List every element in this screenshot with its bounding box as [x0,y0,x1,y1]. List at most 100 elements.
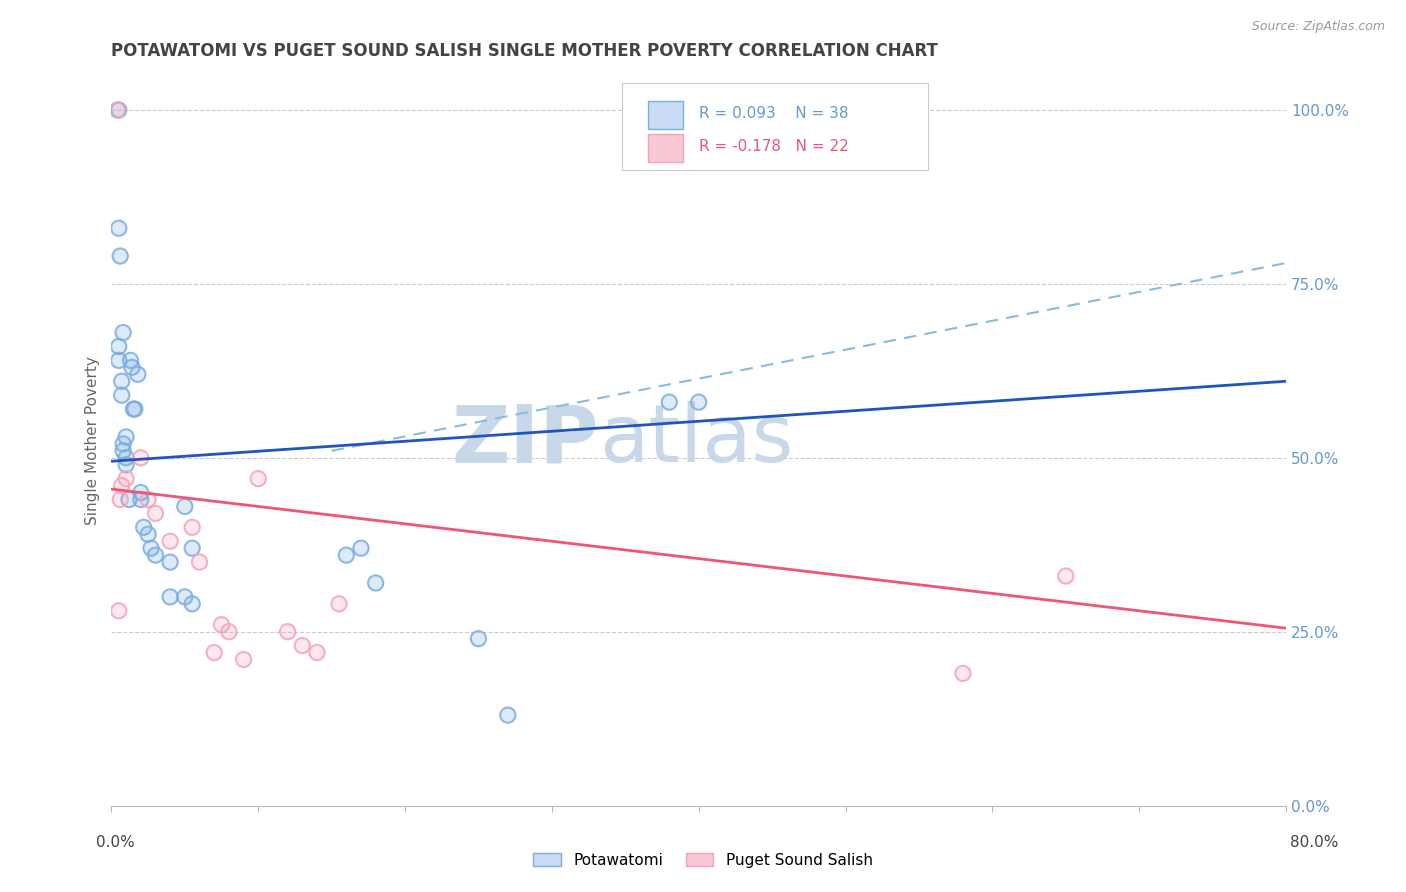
Point [159,534,181,549]
Point [129,485,152,500]
Point [115,472,138,486]
Point [107,103,129,117]
Point [181,541,204,556]
Point [159,534,181,549]
Point [115,450,138,465]
Point [952,666,974,681]
Point [136,527,159,541]
Text: 80.0%: 80.0% [1291,835,1339,849]
Point [181,597,204,611]
Point [658,395,681,409]
Point [173,590,195,604]
Point [118,492,141,507]
Point [124,402,146,417]
Point [111,388,134,402]
Point [173,500,195,514]
Legend: Potawatomi, Puget Sound Salish: Potawatomi, Puget Sound Salish [526,845,880,875]
Text: POTAWATOMI VS PUGET SOUND SALISH SINGLE MOTHER POVERTY CORRELATION CHART: POTAWATOMI VS PUGET SOUND SALISH SINGLE … [111,42,938,60]
Point [277,624,299,639]
Point [181,597,204,611]
Point [111,388,134,402]
Point [129,450,152,465]
Point [145,507,167,521]
Point [364,576,387,591]
Point [188,555,211,569]
Point [328,597,350,611]
Point [122,402,145,417]
Point [136,527,159,541]
Point [211,617,233,632]
Point [136,492,159,507]
Point [232,652,254,666]
Point [112,437,135,451]
Point [105,103,128,117]
Point [107,103,129,117]
Point [159,555,181,569]
Point [112,437,135,451]
Point [118,492,141,507]
Point [1054,569,1077,583]
Point [173,500,195,514]
Point [110,492,132,507]
Point [107,604,129,618]
Point [136,492,159,507]
Point [112,443,135,458]
Point [291,639,314,653]
Point [124,402,146,417]
Text: ZIP: ZIP [451,401,599,479]
Point [115,430,138,444]
Point [335,548,357,562]
Point [211,617,233,632]
Point [247,472,270,486]
Point [1054,569,1077,583]
Point [305,646,328,660]
Point [115,458,138,472]
FancyBboxPatch shape [648,135,683,162]
Point [112,326,135,340]
Point [350,541,373,556]
Point [145,507,167,521]
Point [110,249,132,263]
Point [111,478,134,492]
Text: Source: ZipAtlas.com: Source: ZipAtlas.com [1251,20,1385,33]
Point [127,368,149,382]
Point [115,472,138,486]
Point [328,597,350,611]
Point [110,249,132,263]
Point [110,492,132,507]
Point [129,485,152,500]
Text: R = 0.093    N = 38: R = 0.093 N = 38 [699,106,848,121]
Y-axis label: Single Mother Poverty: Single Mother Poverty [86,356,100,524]
FancyBboxPatch shape [623,82,928,170]
Point [335,548,357,562]
Point [658,395,681,409]
Point [129,450,152,465]
Point [107,339,129,353]
Point [115,430,138,444]
Point [120,353,142,368]
Point [120,353,142,368]
Point [107,353,129,368]
Point [467,632,489,646]
Point [107,221,129,235]
Point [181,520,204,534]
Point [115,458,138,472]
Point [105,103,128,117]
Point [132,520,155,534]
Point [496,708,519,723]
Point [232,652,254,666]
Point [159,555,181,569]
Point [350,541,373,556]
Point [145,548,167,562]
Point [688,395,710,409]
Point [173,590,195,604]
Point [107,353,129,368]
Point [688,395,710,409]
Point [115,450,138,465]
Point [139,541,162,556]
Point [247,472,270,486]
Point [121,360,143,375]
Point [139,541,162,556]
Point [107,339,129,353]
Point [181,541,204,556]
